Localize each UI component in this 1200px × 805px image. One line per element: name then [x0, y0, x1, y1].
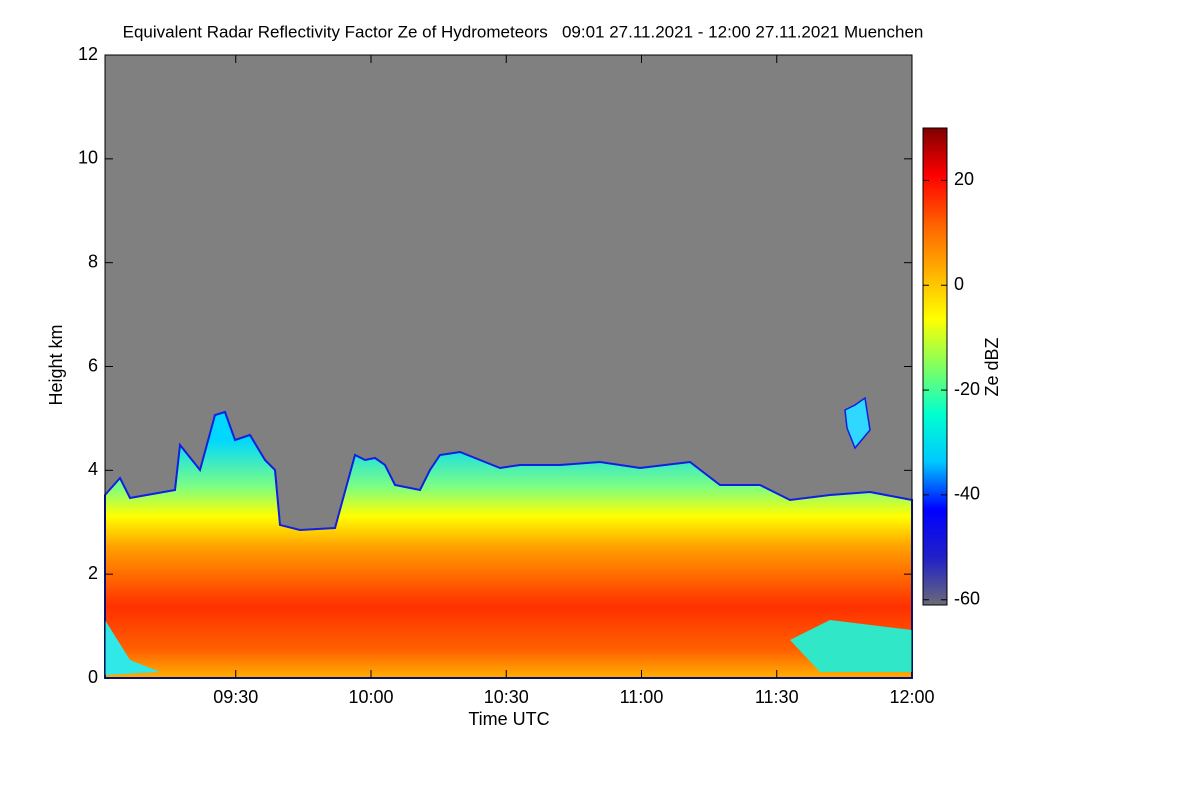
y-tick-label: 4: [88, 459, 98, 479]
x-tick-label: 11:00: [620, 687, 664, 707]
echo-patch: [105, 620, 160, 675]
y-tick-label: 0: [88, 667, 98, 687]
colorbar-tick-label: 20: [954, 169, 974, 189]
colorbar-tick-label: 0: [954, 274, 964, 294]
x-tick-label: 12:00: [889, 687, 934, 707]
echo-region: [104, 410, 913, 679]
y-tick-label: 6: [88, 355, 98, 375]
colorbar-tick-label: -60: [954, 589, 980, 609]
x-tick-label: 10:00: [348, 687, 393, 707]
colorbar-label: Ze dBZ: [982, 337, 1002, 396]
colorbar: [922, 127, 948, 606]
echo-patch: [844, 396, 871, 450]
y-tick-label: 8: [88, 251, 98, 271]
y-tick-label: 10: [78, 148, 98, 168]
colorbar-tick-label: -20: [954, 379, 980, 399]
chart-title: Equivalent Radar Reflectivity Factor Ze …: [123, 22, 924, 41]
y-axis-label: Height km: [46, 324, 66, 405]
x-tick-label: 11:30: [755, 687, 799, 707]
y-tick-label: 2: [88, 563, 98, 583]
x-axis-label: Time UTC: [468, 709, 549, 729]
x-tick-label: 10:30: [484, 687, 529, 707]
x-tick-label: 09:30: [213, 687, 258, 707]
colorbar-tick-label: -40: [954, 484, 980, 504]
echo-patch: [790, 620, 912, 672]
y-tick-label: 12: [78, 44, 98, 64]
